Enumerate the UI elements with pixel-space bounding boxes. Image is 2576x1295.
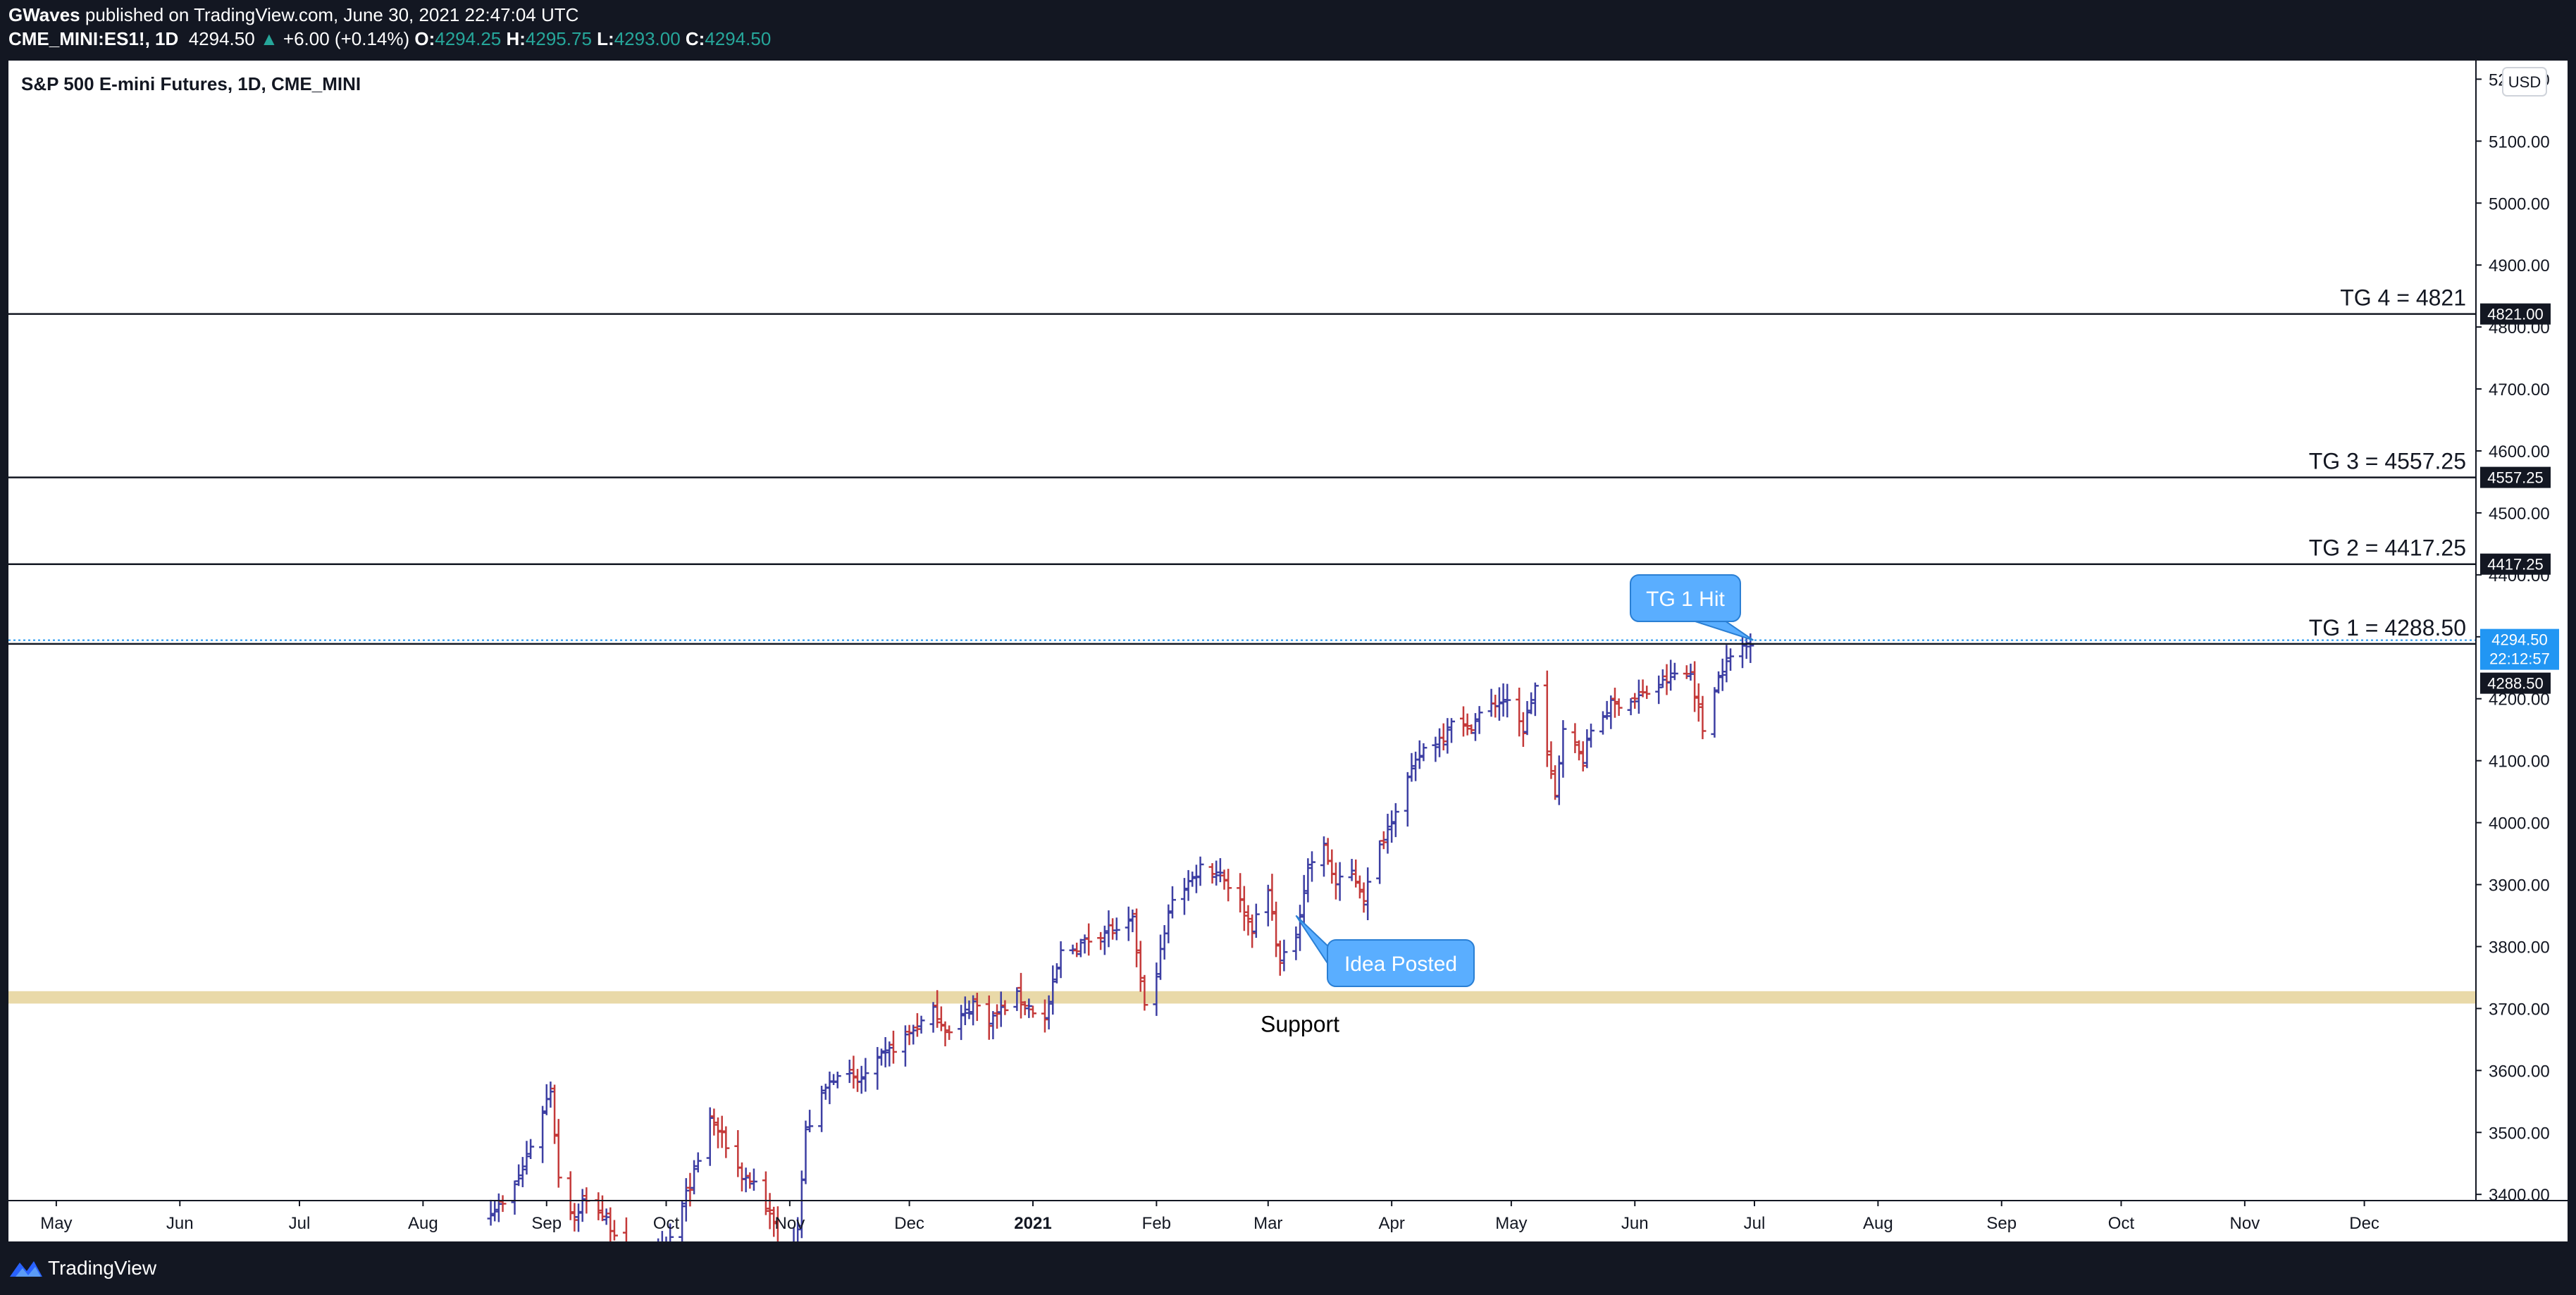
publication-header: GWaves published on TradingView.com, Jun… bbox=[0, 0, 2576, 61]
time-tick-label: Dec bbox=[2349, 1214, 2379, 1233]
time-tick-label: Aug bbox=[1863, 1214, 1893, 1233]
price-change: +6.00 (+0.14%) bbox=[283, 28, 410, 49]
time-tick-label: May bbox=[1495, 1214, 1527, 1233]
last-price: 4294.50 bbox=[188, 28, 255, 49]
open-label: O: bbox=[414, 28, 435, 49]
price-tick-label: 5100.00 bbox=[2489, 132, 2550, 151]
time-tick-label: Oct bbox=[2108, 1214, 2135, 1233]
tg1-hit-callout-pointer bbox=[1690, 619, 1754, 641]
price-tick-label: 3700.00 bbox=[2489, 1000, 2550, 1019]
time-tick-label: Aug bbox=[408, 1214, 438, 1233]
high-label: H: bbox=[506, 28, 526, 49]
price-tick-label: 4500.00 bbox=[2489, 504, 2550, 523]
chart-area[interactable]: Support TG 4 = 4821 TG 3 = 4557.25 TG 2 = 4… bbox=[8, 61, 2568, 1241]
time-tick-label: Dec bbox=[894, 1214, 924, 1233]
time-tick-label: Jun bbox=[166, 1214, 194, 1233]
price-tick-label: 3900.00 bbox=[2489, 876, 2550, 896]
price-bars bbox=[487, 633, 1754, 1241]
up-arrow-icon: ▲ bbox=[259, 28, 278, 49]
publication-line: GWaves published on TradingView.com, Jun… bbox=[8, 4, 578, 26]
idea-posted-callout-box bbox=[1327, 939, 1475, 987]
target-label: TG 4 = 4821 bbox=[2340, 285, 2466, 311]
currency-label: USD bbox=[2508, 73, 2541, 91]
support-label: Support bbox=[1261, 1011, 1339, 1036]
tg1-hit-callout-box bbox=[1630, 574, 1741, 622]
time-tick-label: Jul bbox=[1744, 1214, 1766, 1233]
tg1-hit-callout-text: TG 1 Hit bbox=[1646, 588, 1725, 611]
price-chart[interactable]: Support TG 4 = 4821 TG 3 = 4557.25 TG 2 = 4… bbox=[8, 61, 2568, 1241]
time-tick-label: Sep bbox=[531, 1214, 562, 1233]
target-price-tag bbox=[2480, 466, 2551, 488]
price-tick-label: 4600.00 bbox=[2489, 442, 2550, 461]
target-price-tag-text: 4417.25 bbox=[2487, 556, 2544, 574]
target-label: TG 1 = 4288.50 bbox=[2309, 615, 2466, 640]
time-tick-label: Sep bbox=[1986, 1214, 2017, 1233]
low-value: 4293.00 bbox=[614, 28, 681, 49]
symbol-label[interactable]: CME_MINI:ES1!, 1D bbox=[8, 28, 179, 49]
time-tick-label: Feb bbox=[1142, 1214, 1171, 1233]
price-tick-label: 3800.00 bbox=[2489, 938, 2550, 957]
price-tick-label: 3400.00 bbox=[2489, 1186, 2550, 1205]
tg1-price-tag-text: 4288.50 bbox=[2487, 675, 2544, 693]
target-price-tag-text: 4821.00 bbox=[2487, 306, 2544, 323]
price-tick-label: 4700.00 bbox=[2489, 380, 2550, 399]
time-tick-label: Mar bbox=[1253, 1214, 1282, 1233]
target-label: TG 3 = 4557.25 bbox=[2309, 449, 2466, 474]
time-tick-label: Oct bbox=[653, 1214, 680, 1233]
last-price-tag-text: 4294.50 bbox=[2491, 631, 2548, 649]
time-tick-label: Nov bbox=[775, 1214, 805, 1233]
time-tick-label: Apr bbox=[1378, 1214, 1404, 1233]
price-tick-label: 5000.00 bbox=[2489, 194, 2550, 213]
time-tick-label: May bbox=[40, 1214, 72, 1233]
countdown-text: 22:12:57 bbox=[2489, 650, 2550, 668]
idea-posted-callout-text: Idea Posted bbox=[1344, 953, 1457, 976]
target-price-tag bbox=[2480, 303, 2551, 325]
high-value: 4295.75 bbox=[525, 28, 592, 49]
chart-title: S&P 500 E-mini Futures, 1D, CME_MINI bbox=[21, 73, 361, 94]
idea-posted-callout: Idea Posted bbox=[1295, 915, 1475, 987]
time-tick-label: 2021 bbox=[1014, 1214, 1051, 1233]
time-tick-label: Jun bbox=[1621, 1214, 1649, 1233]
last-price-tag bbox=[2480, 628, 2559, 670]
close-value: 4294.50 bbox=[705, 28, 772, 49]
published-text: published on TradingView.com, June 30, 2… bbox=[80, 4, 579, 25]
time-tick-label: Jul bbox=[289, 1214, 311, 1233]
tg1-price-tag bbox=[2480, 672, 2551, 694]
price-tick-label: 4900.00 bbox=[2489, 256, 2550, 275]
price-tick-label: 3600.00 bbox=[2489, 1062, 2550, 1081]
footer-bar: TradingView bbox=[0, 1241, 2576, 1295]
price-tick-label: 4000.00 bbox=[2489, 814, 2550, 834]
quote-line: CME_MINI:ES1!, 1D 4294.50 ▲ +6.00 (+0.14… bbox=[8, 28, 771, 50]
target-price-tag bbox=[2480, 553, 2551, 575]
target-label: TG 2 = 4417.25 bbox=[2309, 535, 2466, 561]
publisher-name[interactable]: GWaves bbox=[8, 4, 80, 25]
low-label: L: bbox=[597, 28, 614, 49]
currency-badge bbox=[2502, 67, 2547, 97]
tg1-hit-callout: TG 1 Hit bbox=[1630, 574, 1754, 641]
target-price-tag-text: 4557.25 bbox=[2487, 469, 2544, 487]
open-value: 4294.25 bbox=[435, 28, 502, 49]
support-zone bbox=[8, 991, 2476, 1004]
close-label: C: bbox=[685, 28, 705, 49]
time-tick-label: Nov bbox=[2230, 1214, 2260, 1233]
price-tick-label: 4100.00 bbox=[2489, 752, 2550, 772]
price-tick-label: 3500.00 bbox=[2489, 1124, 2550, 1143]
idea-posted-callout-pointer bbox=[1295, 915, 1330, 968]
tradingview-logo-icon[interactable] bbox=[8, 1256, 44, 1279]
footer-brand[interactable]: TradingView bbox=[48, 1257, 157, 1279]
